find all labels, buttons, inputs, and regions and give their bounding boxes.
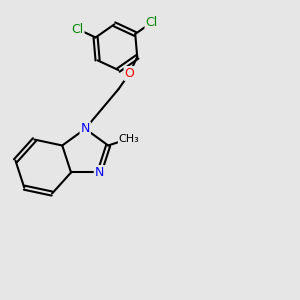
Text: O: O xyxy=(124,67,134,80)
Text: N: N xyxy=(95,166,104,179)
Text: Cl: Cl xyxy=(146,16,158,29)
Text: CH₃: CH₃ xyxy=(119,134,140,144)
Text: N: N xyxy=(80,122,90,135)
Text: Cl: Cl xyxy=(71,22,84,35)
